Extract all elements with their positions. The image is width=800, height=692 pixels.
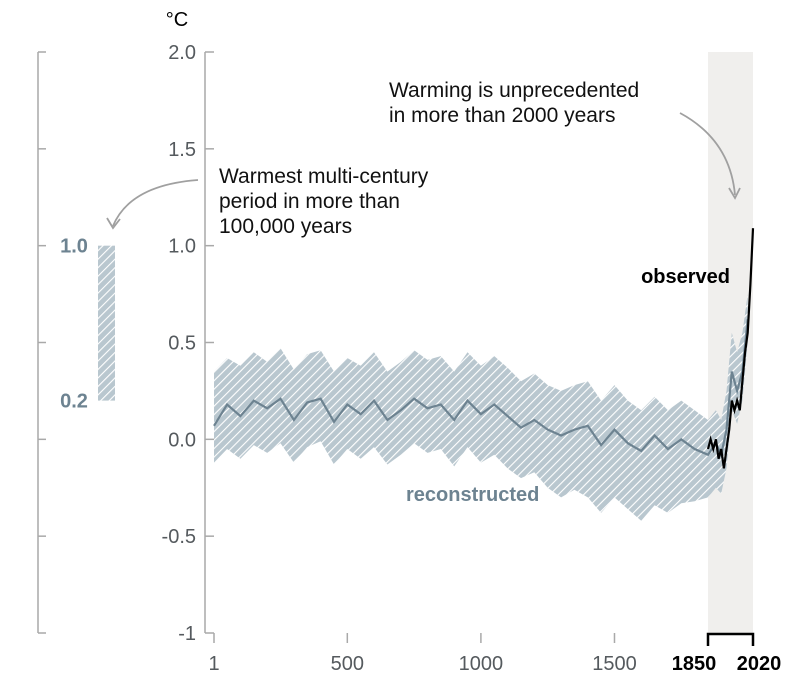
side-label-low: 0.2 — [60, 391, 88, 413]
y-tick-label: 0.5 — [168, 333, 196, 355]
observed-series-line — [706, 228, 755, 469]
x-axis-ticks: 1 500 1000 1500 1850 2020 — [208, 633, 781, 675]
unit-label: °C — [166, 9, 188, 31]
y-tick-label: 1.5 — [168, 139, 196, 161]
x-tick-label-bold: 2020 — [737, 653, 782, 675]
side-label-high: 1.0 — [60, 236, 88, 258]
unprecedented-annotation: Warming is unprecedented in more than 20… — [389, 79, 639, 127]
unprecedented-annotation-line-1: Warming is unprecedented — [389, 79, 639, 102]
x-tick-label-bold: 1850 — [672, 653, 717, 675]
reconstructed-label: reconstructed — [406, 484, 539, 506]
x-tick-label: 1 — [208, 653, 219, 675]
unprecedented-arrow — [679, 112, 741, 200]
side-axis-ticks — [38, 51, 46, 634]
reconstructed-series-line — [213, 319, 749, 459]
y-tick-label: 1.0 — [168, 236, 196, 258]
period-bracket — [706, 632, 755, 646]
warmest-annotation-line-1: Warmest multi-century — [219, 165, 429, 188]
warmest-annotation-line-3: 100,000 years — [219, 215, 352, 238]
observed-label: observed — [641, 266, 730, 288]
warmest-annotation: Warmest multi-century period in more tha… — [219, 165, 429, 238]
x-tick-label: 500 — [331, 653, 364, 675]
warmest-period-bar — [98, 245, 115, 401]
warmest-arrow — [106, 179, 199, 230]
x-tick-label: 1500 — [592, 653, 637, 675]
unprecedented-annotation-line-2: in more than 2000 years — [389, 104, 615, 127]
y-tick-label: -0.5 — [162, 526, 196, 548]
reconstructed-uncertainty-band — [214, 294, 748, 521]
y-tick-label: 0.0 — [168, 429, 196, 451]
y-tick-label: -1 — [178, 623, 196, 645]
y-tick-label: 2.0 — [168, 42, 196, 64]
x-tick-label: 1000 — [459, 653, 504, 675]
y-axis-ticks: 2.0 1.5 1.0 0.5 0.0 -0.5 -1 — [162, 42, 214, 645]
warmest-annotation-line-2: period in more than — [219, 190, 400, 213]
